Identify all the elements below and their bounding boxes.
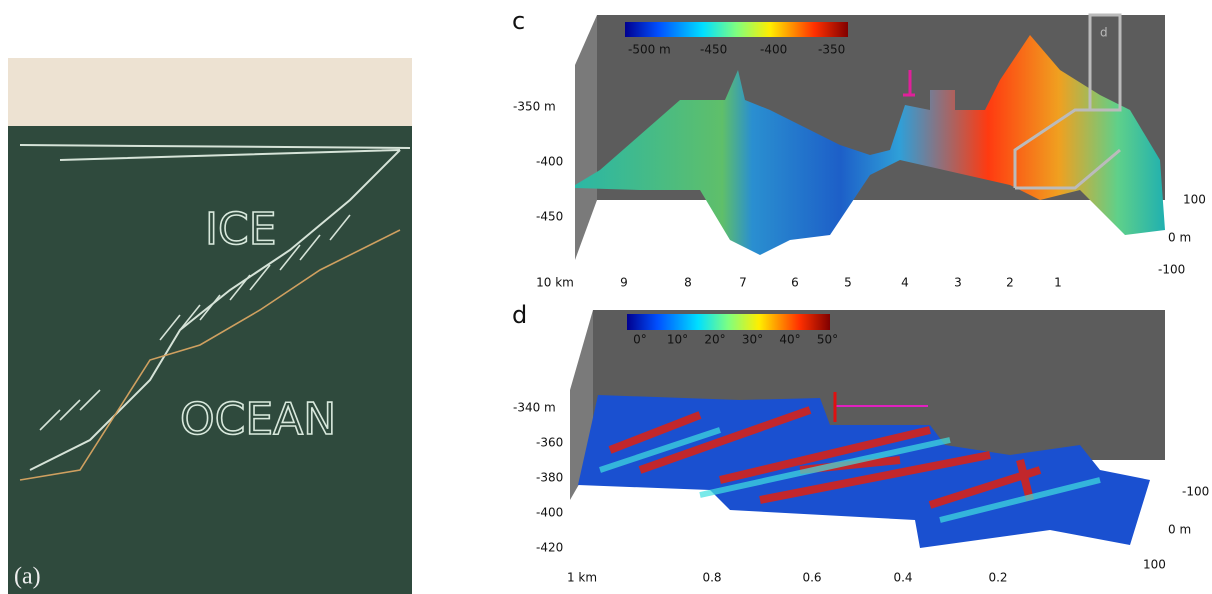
panel-d: d 0° 10° 20° 30° 40° 50° -340 m -360 -380 -40…: [512, 301, 1209, 585]
photo: ICE OCEAN (a): [8, 58, 412, 594]
cross-tick-label: -100: [1158, 263, 1185, 277]
chalk-word: OCEAN: [180, 394, 336, 445]
x-tick-label: 1: [1054, 276, 1062, 290]
colorbar-tick-label: 20°: [704, 333, 725, 347]
panel-label: d: [512, 301, 527, 329]
colorbar-tick-label: -450: [700, 43, 727, 57]
inset-label: d: [1100, 26, 1108, 40]
x-tick-label: 8: [684, 276, 692, 290]
y-tick-label: -450: [536, 210, 563, 224]
y-tick-label: -360: [536, 436, 563, 450]
colorbar-tick-label: -400: [760, 43, 787, 57]
colorbar: [625, 22, 848, 37]
colorbar-ticks: 0° 10° 20° 30° 40° 50°: [633, 333, 838, 347]
x-tick-label: 6: [791, 276, 799, 290]
colorbar-tick-label: 0°: [633, 333, 647, 347]
y-tick-label: -380: [536, 471, 563, 485]
x-ticks: 10 km 9 8 7 6 5 4 3 2 1: [536, 276, 1062, 290]
x-ticks: 1 km 0.8 0.6 0.4 0.2: [567, 571, 1008, 585]
y-tick-label: -400: [536, 506, 563, 520]
y-tick-label: -400: [536, 155, 563, 169]
x-tick-label: 7: [739, 276, 747, 290]
x-tick-label: 1 km: [567, 571, 597, 585]
x-tick-label: 5: [844, 276, 852, 290]
colorbar-tick-label: 40°: [779, 333, 800, 347]
y-tick-label: -350 m: [513, 100, 556, 114]
x-tick-label: 3: [954, 276, 962, 290]
ocean-flow: [19, 229, 401, 481]
marker: [903, 70, 915, 97]
panel-label: c: [512, 7, 525, 35]
cross-tick-label: -100: [1182, 485, 1209, 499]
wall: [8, 58, 412, 126]
x-tick-label: 0.2: [988, 571, 1007, 585]
x-tick-label: 9: [620, 276, 628, 290]
x-tick-label: 0.8: [702, 571, 721, 585]
panel-c: c d -500 m -450 -400 -350 -350 m -400 -4…: [512, 7, 1206, 290]
x-tick-label: 10 km: [536, 276, 574, 290]
colorbar-tick-label: 10°: [667, 333, 688, 347]
hatching: [39, 214, 351, 431]
x-tick-label: 4: [901, 276, 909, 290]
cross-tick-label: 0 m: [1168, 231, 1191, 245]
colorbar-tick-label: 30°: [742, 333, 763, 347]
slope-streak: [608, 406, 1042, 509]
y-tick-label: -420: [536, 541, 563, 555]
colorbar-tick-label: -500 m: [628, 43, 671, 57]
inset-box: [1013, 13, 1122, 190]
x-tick-label: 0.4: [893, 571, 912, 585]
panel-label: (a): [14, 564, 41, 590]
cross-tick-label: 100: [1143, 558, 1166, 572]
colorbar: [627, 314, 830, 330]
x-tick-label: 0.6: [802, 571, 821, 585]
colorbar-tick-label: -350: [818, 43, 845, 57]
chalk-word: ICE: [205, 204, 277, 255]
surface: [578, 395, 1150, 548]
ice-line: [19, 144, 411, 471]
y-tick-label: -340 m: [513, 401, 556, 415]
surface: [575, 35, 1165, 255]
slope-streak: [599, 427, 1101, 523]
chalkboard: [8, 126, 412, 594]
cross-tick-label: 100: [1183, 193, 1206, 207]
cross-tick-label: 0 m: [1168, 523, 1191, 537]
colorbar-tick-label: 50°: [817, 333, 838, 347]
side-wall: [575, 15, 597, 260]
x-tick-label: 2: [1006, 276, 1014, 290]
